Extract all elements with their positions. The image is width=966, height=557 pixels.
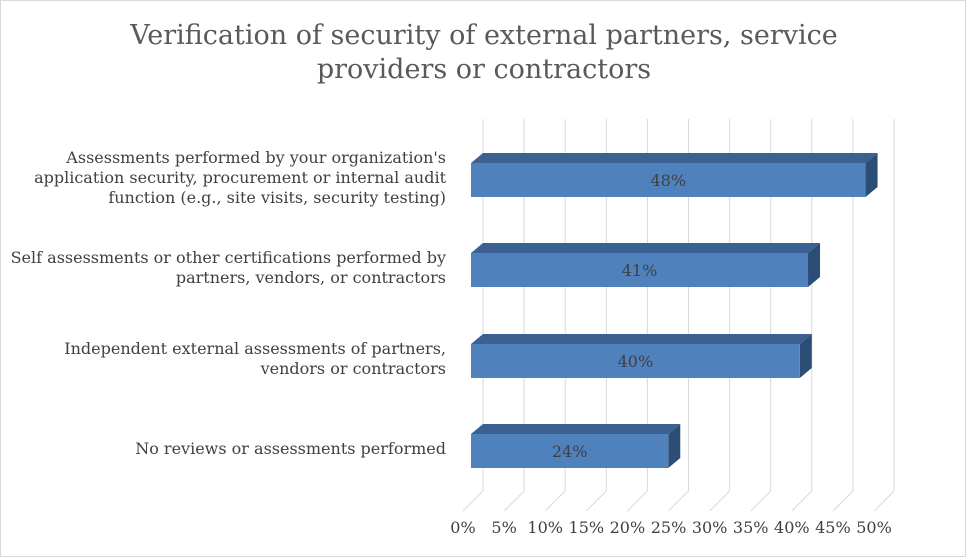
category-label: Self assessments or other certifications… (10, 248, 446, 287)
gridline-floor (873, 490, 895, 512)
gridline-floor (668, 490, 689, 512)
category-label: No reviews or assessments performed (135, 439, 446, 458)
gridline-floor (585, 490, 607, 512)
gridline-floor (709, 490, 730, 512)
chart-title: Verification of security of external par… (130, 20, 838, 85)
gridline-floor (791, 490, 813, 512)
bar (471, 434, 669, 468)
data-label: 24% (552, 442, 588, 461)
gridline-floor (832, 490, 854, 512)
gridline-floor (544, 490, 566, 512)
bar (471, 163, 866, 197)
bar-top-face (471, 334, 812, 344)
bar-side-face (668, 424, 681, 468)
gridline-floor (627, 490, 648, 512)
bar-side-face (865, 153, 878, 197)
x-tick-label: 40% (774, 518, 810, 537)
x-tick-label: 45% (815, 518, 851, 537)
bar (471, 253, 809, 287)
bar-top-face (471, 153, 878, 163)
x-tick-label: 30% (692, 518, 728, 537)
data-label: 48% (650, 171, 686, 190)
category-label: Assessments performed by your organizati… (34, 148, 446, 207)
bar (471, 344, 800, 378)
x-tick-label: 35% (733, 518, 769, 537)
data-label: 41% (622, 261, 658, 280)
x-tick-label: 25% (651, 518, 687, 537)
bar-top-face (471, 424, 681, 434)
x-tick-label: 50% (856, 518, 892, 537)
x-tick-label: 0% (450, 518, 475, 537)
gridline-floor (462, 490, 484, 512)
x-tick-label: 20% (610, 518, 646, 537)
bar-side-face (808, 243, 821, 287)
x-tick-label: 15% (569, 518, 605, 537)
x-tick-label: 5% (491, 518, 516, 537)
x-tick-label: 10% (527, 518, 563, 537)
bar-side-face (799, 334, 812, 378)
data-label: 40% (618, 352, 654, 371)
gridline-floor (503, 490, 525, 512)
gridline-floor (750, 490, 772, 512)
category-label: Independent external assessments of part… (64, 339, 446, 378)
bar-top-face (471, 243, 821, 253)
